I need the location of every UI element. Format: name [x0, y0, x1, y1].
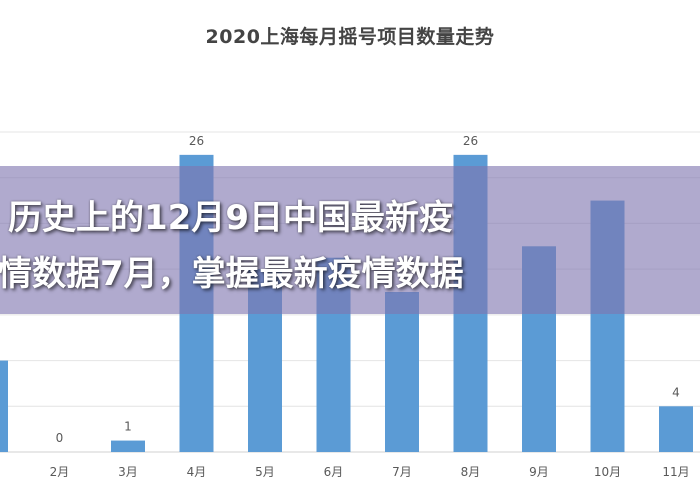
data-label: 0 — [56, 431, 64, 445]
bar-1 — [0, 360, 8, 452]
x-tick-label: 8月 — [461, 465, 481, 479]
x-tick-label: 10月 — [594, 465, 621, 479]
headline-line-2: 情数据7月，掌握最新疫情数据 — [0, 254, 464, 294]
headline-line-1: 历史上的12月9日中国最新疫 — [8, 198, 453, 238]
x-tick-label: 11月 — [662, 465, 689, 479]
data-label: 26 — [189, 134, 204, 148]
x-tick-label: 3月 — [118, 465, 138, 479]
x-tick-label: 7月 — [392, 465, 412, 479]
bar-11 — [659, 406, 693, 452]
chart-title: 2020上海每月摇号项目数量走势 — [205, 26, 495, 48]
x-tick-label: 2月 — [50, 465, 70, 479]
x-tick-label: 1月 — [0, 465, 1, 479]
x-tick-label: 4月 — [187, 465, 207, 479]
data-label: 26 — [463, 134, 478, 148]
data-label: 4 — [672, 385, 680, 399]
bar-7 — [385, 292, 419, 452]
headline-overlay-band — [0, 166, 700, 314]
data-label: 1 — [124, 420, 132, 434]
x-tick-label: 5月 — [255, 465, 275, 479]
bar-3 — [111, 440, 145, 452]
x-tick-label: 9月 — [529, 465, 549, 479]
x-tick-label: 6月 — [324, 465, 344, 479]
